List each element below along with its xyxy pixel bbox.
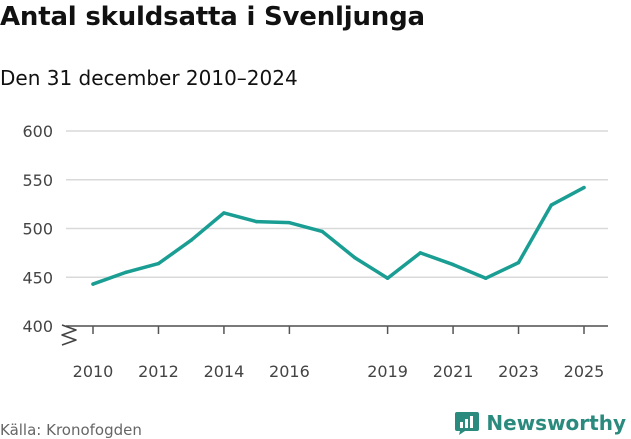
- data-point: [156, 261, 161, 266]
- data-point: [385, 276, 390, 280]
- x-tick-label: 2021: [433, 362, 474, 381]
- y-tick-label: 400: [22, 317, 53, 336]
- source-note: Källa: Kronofogden: [0, 421, 142, 439]
- x-tick-label: 2012: [138, 362, 179, 381]
- data-point: [516, 260, 521, 265]
- x-tick-label: 2016: [269, 362, 310, 381]
- y-tick-label: 600: [22, 122, 53, 141]
- data-point: [451, 262, 455, 267]
- data-point: [353, 256, 357, 260]
- chart-subtitle: Den 31 december 2010–2024: [0, 66, 298, 90]
- y-tick-label: 550: [22, 171, 53, 190]
- axis-break-icon: [61, 324, 77, 346]
- data-point: [189, 238, 193, 242]
- y-tick-label: 450: [22, 268, 53, 287]
- brand-name: Newsworthy: [486, 411, 626, 435]
- data-point: [418, 251, 423, 255]
- data-point: [484, 276, 488, 280]
- x-tick-label: 2023: [498, 362, 539, 381]
- x-tick-label: 2025: [564, 362, 605, 381]
- data-point: [254, 219, 259, 224]
- data-point: [287, 220, 292, 225]
- data-point: [222, 211, 226, 215]
- data-point: [549, 203, 553, 207]
- data-point: [582, 185, 586, 190]
- x-tick-label: 2019: [367, 362, 408, 381]
- y-tick-label: 500: [22, 220, 53, 239]
- data-point: [124, 270, 128, 275]
- data-point: [320, 229, 324, 234]
- series-line: [91, 185, 586, 286]
- chart-title: Antal skuldsatta i Svenljunga: [0, 2, 425, 32]
- brand-logo[interactable]: Newsworthy: [454, 410, 626, 436]
- x-tick-label: 2010: [73, 362, 114, 381]
- x-tick-label: 2014: [204, 362, 245, 381]
- newsworthy-logo-icon: [455, 412, 480, 435]
- data-point: [91, 282, 95, 286]
